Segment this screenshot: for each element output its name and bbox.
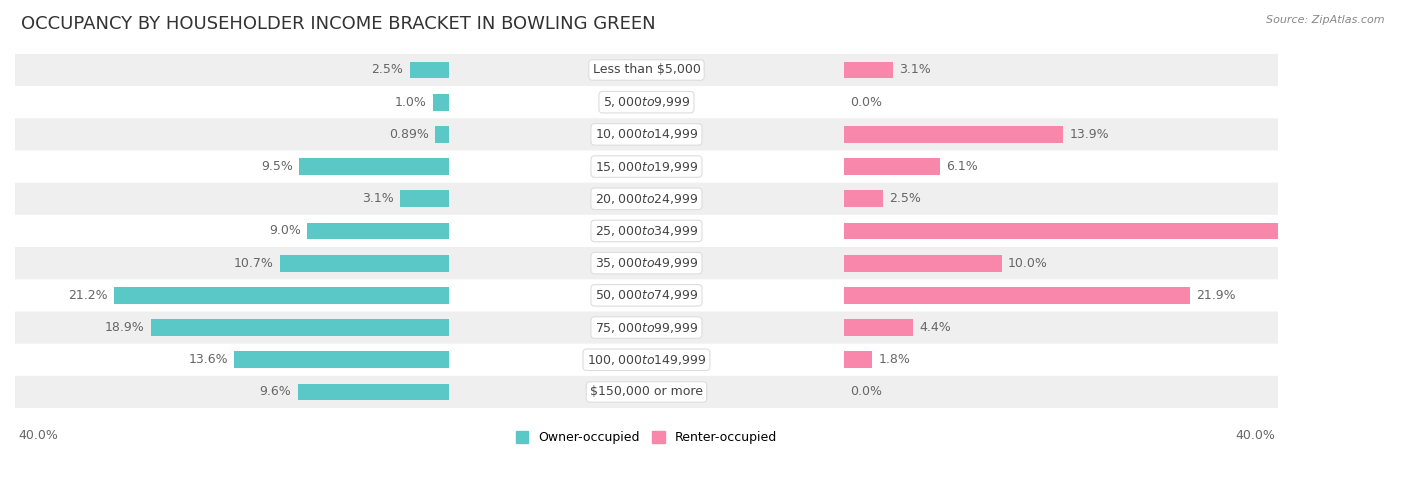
Bar [114, 287, 449, 304]
Text: 10.0%: 10.0% [1008, 257, 1047, 270]
Bar [280, 255, 449, 272]
Bar [844, 255, 1001, 272]
Bar [844, 287, 1189, 304]
Text: $25,000 to $34,999: $25,000 to $34,999 [595, 224, 699, 238]
Bar [844, 351, 872, 368]
Text: $75,000 to $99,999: $75,000 to $99,999 [595, 321, 699, 334]
Text: 40.0%: 40.0% [18, 429, 58, 442]
Bar [150, 319, 449, 336]
Text: 13.9%: 13.9% [1070, 128, 1109, 141]
Bar [307, 223, 449, 239]
Text: 2.5%: 2.5% [371, 64, 404, 76]
Text: Source: ZipAtlas.com: Source: ZipAtlas.com [1267, 15, 1385, 25]
FancyBboxPatch shape [15, 183, 1278, 215]
Bar [844, 191, 883, 207]
Text: 4.4%: 4.4% [920, 321, 952, 334]
Bar [844, 158, 941, 175]
Bar [844, 62, 893, 78]
Text: 0.0%: 0.0% [851, 96, 882, 109]
FancyBboxPatch shape [15, 376, 1278, 408]
Text: 3.1%: 3.1% [898, 64, 931, 76]
Bar [433, 94, 449, 110]
FancyBboxPatch shape [15, 312, 1278, 344]
FancyBboxPatch shape [15, 54, 1278, 86]
Text: $15,000 to $19,999: $15,000 to $19,999 [595, 159, 699, 174]
Bar [401, 191, 449, 207]
Text: 9.0%: 9.0% [269, 225, 301, 238]
Text: $10,000 to $14,999: $10,000 to $14,999 [595, 127, 699, 141]
Text: 0.89%: 0.89% [389, 128, 429, 141]
Text: $50,000 to $74,999: $50,000 to $74,999 [595, 288, 699, 302]
Text: 18.9%: 18.9% [104, 321, 145, 334]
Text: $20,000 to $24,999: $20,000 to $24,999 [595, 192, 699, 206]
Text: 0.0%: 0.0% [851, 385, 882, 399]
Text: 13.6%: 13.6% [188, 353, 228, 366]
FancyBboxPatch shape [15, 247, 1278, 279]
Bar [299, 158, 449, 175]
FancyBboxPatch shape [15, 118, 1278, 151]
Text: 2.5%: 2.5% [890, 192, 921, 205]
Bar [235, 351, 449, 368]
Text: $150,000 or more: $150,000 or more [591, 385, 703, 399]
Legend: Owner-occupied, Renter-occupied: Owner-occupied, Renter-occupied [516, 431, 778, 444]
Text: 40.0%: 40.0% [1234, 429, 1275, 442]
Text: 1.0%: 1.0% [395, 96, 427, 109]
Text: $5,000 to $9,999: $5,000 to $9,999 [603, 95, 690, 109]
Text: 36.3%: 36.3% [1365, 225, 1406, 238]
Text: 9.6%: 9.6% [260, 385, 291, 399]
Bar [844, 126, 1063, 143]
Text: OCCUPANCY BY HOUSEHOLDER INCOME BRACKET IN BOWLING GREEN: OCCUPANCY BY HOUSEHOLDER INCOME BRACKET … [21, 15, 655, 33]
Bar [844, 319, 914, 336]
Text: 21.9%: 21.9% [1197, 289, 1236, 302]
Text: $35,000 to $49,999: $35,000 to $49,999 [595, 256, 699, 270]
Text: 10.7%: 10.7% [233, 257, 274, 270]
Text: Less than $5,000: Less than $5,000 [592, 64, 700, 76]
Text: 3.1%: 3.1% [363, 192, 394, 205]
Text: $100,000 to $149,999: $100,000 to $149,999 [586, 353, 706, 367]
Bar [434, 126, 449, 143]
Text: 21.2%: 21.2% [69, 289, 108, 302]
Text: 6.1%: 6.1% [946, 160, 979, 173]
Bar [298, 383, 449, 400]
Bar [409, 62, 449, 78]
Text: 9.5%: 9.5% [262, 160, 292, 173]
Text: 1.8%: 1.8% [879, 353, 911, 366]
Bar [844, 223, 1406, 239]
